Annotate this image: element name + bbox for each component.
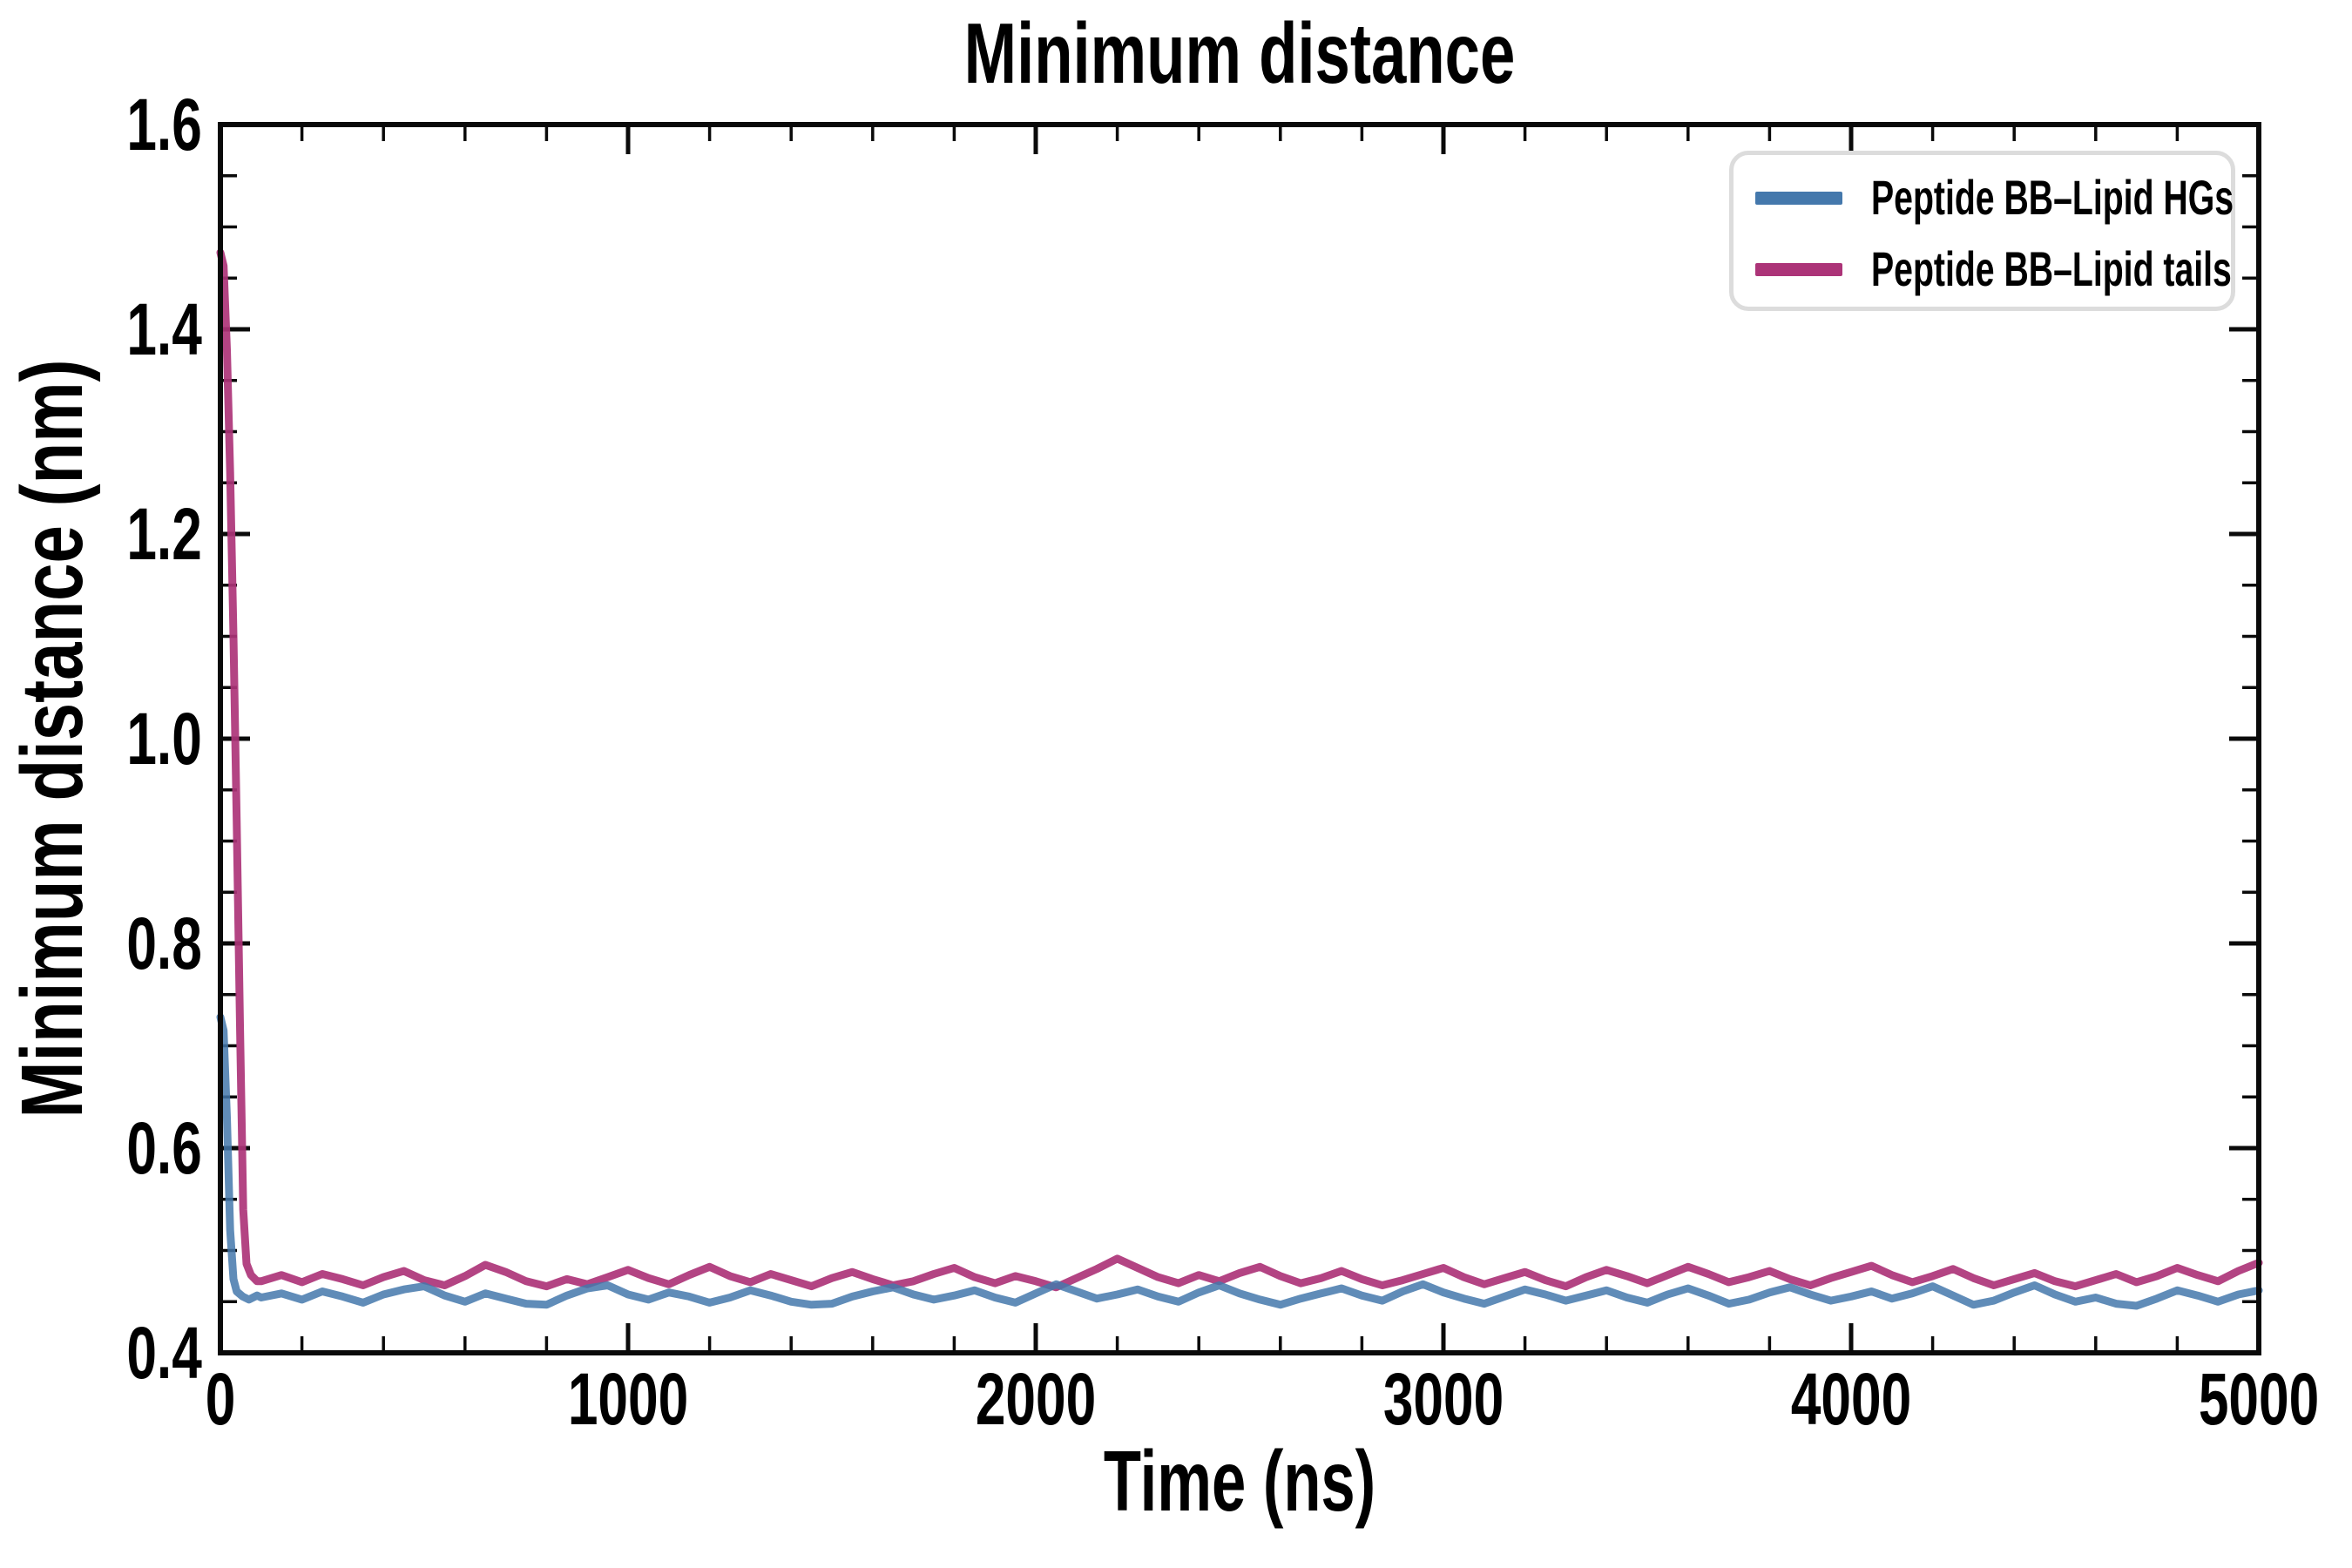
x-tick-label: 3000 <box>1382 1358 1504 1440</box>
x-tick-label: 2000 <box>975 1358 1097 1440</box>
x-axis-label: Time (ns) <box>1103 1433 1376 1529</box>
legend-entry-tails: Peptide BB–Lipid tails <box>1734 241 2232 296</box>
y-tick-label: 0.8 <box>126 902 202 984</box>
y-tick-label: 1.2 <box>126 493 202 575</box>
y-tick-label: 1.0 <box>126 698 202 780</box>
legend-label-hgs: Peptide BB–Lipid HGs <box>1871 170 2234 225</box>
legend-entry-hgs: Peptide BB–Lipid HGs <box>1734 170 2234 225</box>
legend-label-tails: Peptide BB–Lipid tails <box>1871 241 2232 296</box>
legend-box: Peptide BB–Lipid HGs Peptide BB–Lipid ta… <box>1729 151 2235 311</box>
x-tick-label: 5000 <box>2198 1358 2320 1440</box>
legend-swatch-hgs-line <box>1755 191 1842 205</box>
y-tick-label: 0.6 <box>126 1107 202 1189</box>
x-tick-label: 4000 <box>1790 1358 1912 1440</box>
x-tick-label: 1000 <box>567 1358 689 1440</box>
legend-swatch-tails-line <box>1755 262 1842 276</box>
y-tick-label: 1.4 <box>126 288 202 370</box>
chart-title: Minimum distance <box>963 5 1516 101</box>
x-tick-label: 0 <box>205 1358 236 1440</box>
y-tick-label: 0.4 <box>126 1312 202 1394</box>
y-axis-label: Minimum distance (nm) <box>3 359 101 1119</box>
y-tick-label: 1.6 <box>126 84 202 166</box>
